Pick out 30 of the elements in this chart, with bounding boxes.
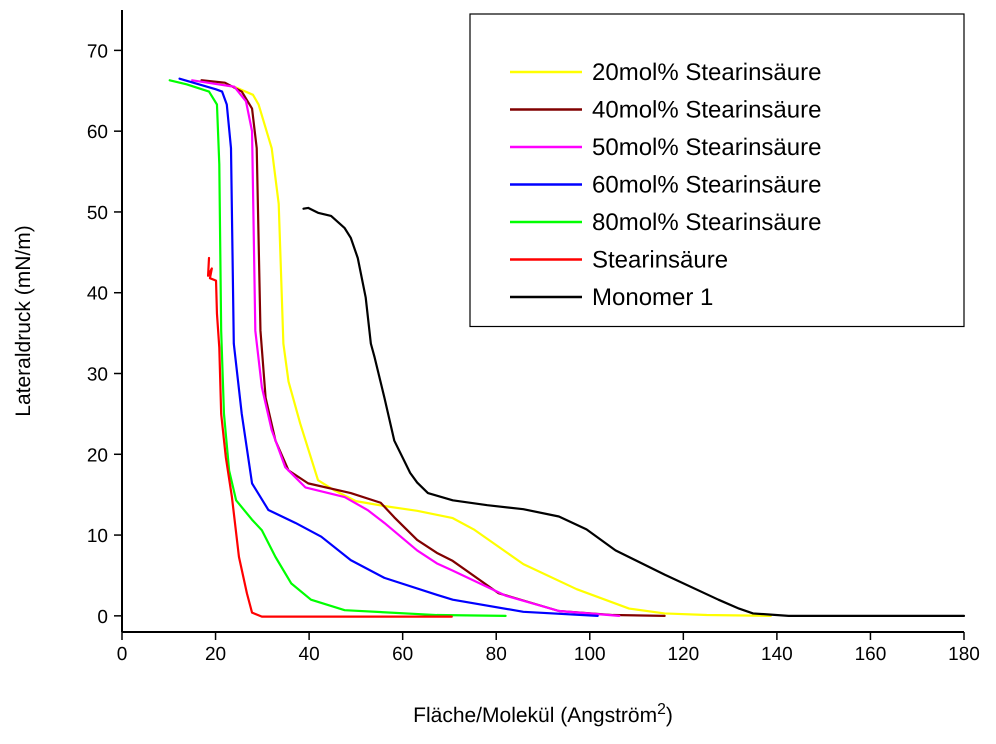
x-tick-label: 160	[854, 644, 886, 665]
legend-label: 50mol% Stearinsäure	[592, 134, 822, 161]
legend-label: Monomer 1	[592, 284, 714, 311]
legend-label: 80mol% Stearinsäure	[592, 209, 822, 236]
x-tick-label: 0	[116, 644, 128, 665]
legend-label: 60mol% Stearinsäure	[592, 172, 822, 198]
line-series	[302, 206, 966, 617]
x-tick-label: 20	[204, 644, 226, 665]
x-tick-label: 60	[392, 644, 414, 665]
y-tick-label: 0	[97, 606, 108, 628]
x-tick-label: 100	[574, 644, 606, 665]
y-axis-title: Lateraldruck (mN/m)	[12, 225, 35, 417]
y-tick-label: 60	[86, 122, 108, 144]
x-tick-label: 140	[761, 644, 793, 665]
x-tick-label: 180	[948, 644, 980, 665]
x-tick-label: 40	[298, 644, 320, 665]
legend-label: Stearinsäure	[592, 246, 728, 274]
y-tick-label: 70	[86, 41, 108, 62]
line-series	[206, 256, 453, 618]
line-series	[168, 79, 507, 617]
legend-label: 20mol% Stearinsäure	[592, 59, 822, 86]
y-tick-label: 10	[86, 526, 108, 548]
y-tick-label: 50	[86, 202, 108, 224]
y-tick-label: 20	[86, 445, 108, 466]
x-tick-label: 80	[486, 644, 507, 665]
y-tick-label: 30	[86, 364, 108, 386]
y-tick-label: 40	[86, 284, 108, 305]
x-tick-label: 120	[667, 644, 700, 665]
x-axis-title: Fläche/Molekül (Angström$^{2}$)	[413, 700, 673, 727]
legend-label: 40mol% Stearinsäure	[592, 96, 822, 124]
